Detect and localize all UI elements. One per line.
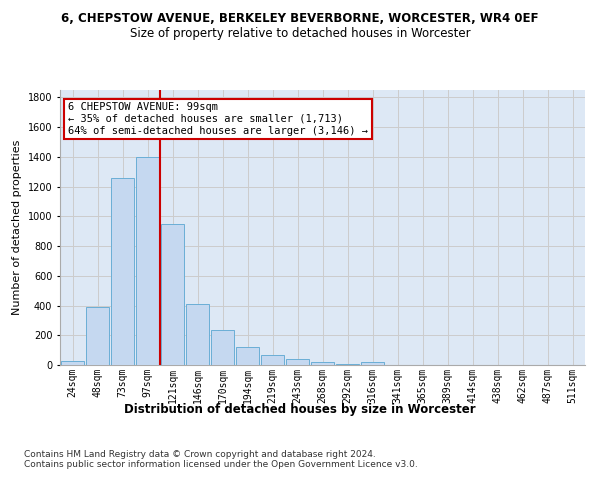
Bar [311, 362, 334, 365]
Bar [86, 306, 109, 365]
Text: Distribution of detached houses by size in Worcester: Distribution of detached houses by size … [124, 402, 476, 415]
Bar [236, 347, 259, 365]
Bar [260, 356, 284, 365]
Bar [211, 330, 235, 365]
Bar [335, 364, 359, 365]
Bar [161, 224, 184, 365]
Bar [286, 359, 310, 365]
Text: 6, CHEPSTOW AVENUE, BERKELEY BEVERBORNE, WORCESTER, WR4 0EF: 6, CHEPSTOW AVENUE, BERKELEY BEVERBORNE,… [61, 12, 539, 26]
Text: Contains HM Land Registry data © Crown copyright and database right 2024.
Contai: Contains HM Land Registry data © Crown c… [24, 450, 418, 469]
Bar [361, 362, 385, 365]
Y-axis label: Number of detached properties: Number of detached properties [12, 140, 22, 315]
Bar [61, 361, 85, 365]
Bar [185, 304, 209, 365]
Text: Size of property relative to detached houses in Worcester: Size of property relative to detached ho… [130, 28, 470, 40]
Text: 6 CHEPSTOW AVENUE: 99sqm
← 35% of detached houses are smaller (1,713)
64% of sem: 6 CHEPSTOW AVENUE: 99sqm ← 35% of detach… [68, 102, 368, 136]
Bar [110, 178, 134, 365]
Bar [136, 157, 160, 365]
